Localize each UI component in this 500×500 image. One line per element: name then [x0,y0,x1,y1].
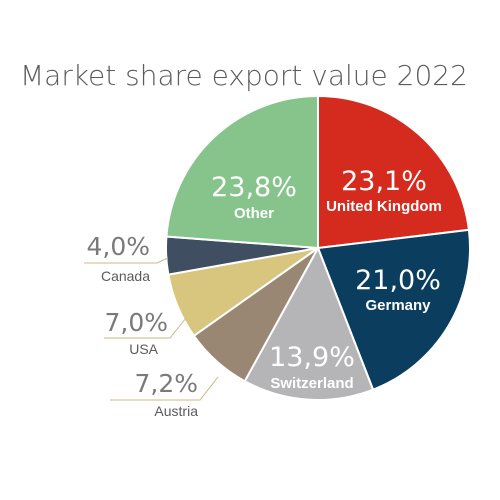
slice-label-germany-name: Germany [365,297,431,314]
slice-label-germany-percent: 21,0% [355,265,441,296]
slice-label-other-name: Other [234,205,274,222]
slice-label-united-kingdom-name: United Kingdom [326,198,442,215]
leader-line-canada [84,257,169,264]
slice-label-austria-percent: 7,2% [134,369,198,398]
pie-slices [165,94,471,401]
pie-slice-united-kingdom [317,94,471,250]
slice-label-usa-name: USA [129,341,158,357]
slice-label-switzerland-percent: 13,9% [269,342,355,373]
slice-label-austria-name: Austria [154,403,198,419]
slice-label-canada-percent: 4,0% [86,232,150,261]
slice-label-switzerland-name: Switzerland [270,375,353,392]
pie-slice-other [165,94,319,250]
chart-title: Market share export value 2022 [20,59,468,92]
slice-label-canada-name: Canada [101,268,150,284]
pie-slice-switzerland [243,245,375,401]
pie-slice-germany [316,228,471,391]
slice-label-united-kingdom-percent: 23,1% [341,166,427,197]
leader-line-austria [110,376,219,401]
leader-line-usa [104,317,187,339]
slice-label-usa-percent: 7,0% [104,308,168,337]
slice-label-other-percent: 23,8% [211,172,297,203]
